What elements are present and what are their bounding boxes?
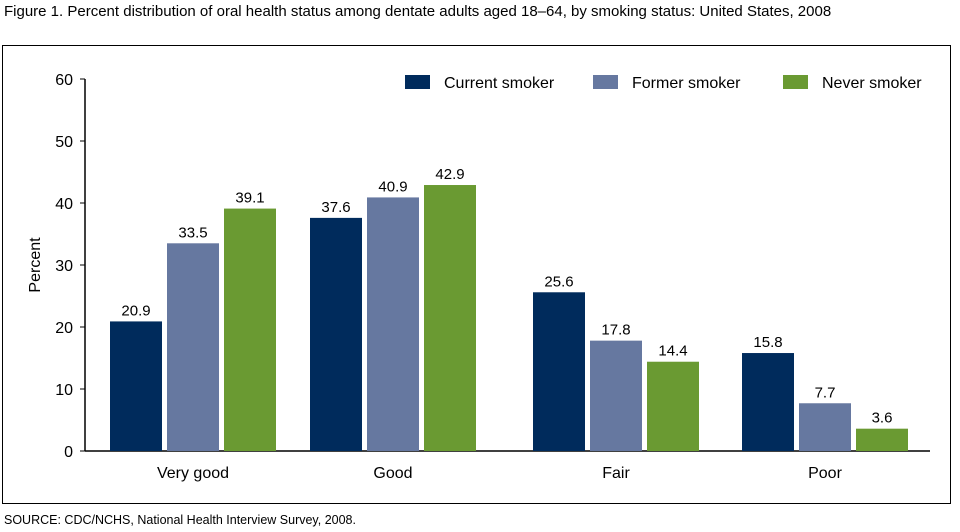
source-note: SOURCE: CDC/NCHS, National Health Interv… xyxy=(4,513,356,527)
legend-label: Never smoker xyxy=(822,75,922,92)
data-label: 7.7 xyxy=(815,384,836,401)
y-tick-label: 0 xyxy=(64,444,73,461)
legend-swatch xyxy=(783,75,808,89)
x-tick-label: Poor xyxy=(808,465,842,482)
data-label: 40.9 xyxy=(378,178,407,195)
y-tick-label: 10 xyxy=(55,382,73,399)
chart-title: Figure 1. Percent distribution of oral h… xyxy=(4,3,832,20)
data-label: 25.6 xyxy=(544,273,573,290)
data-label: 33.5 xyxy=(178,224,207,241)
x-tick-label: Good xyxy=(373,465,412,482)
legend-swatch xyxy=(593,75,618,89)
data-label: 37.6 xyxy=(321,199,350,216)
bar-former-smoker xyxy=(590,340,642,451)
bar-never-smoker xyxy=(224,208,276,451)
chart-frame xyxy=(2,45,951,504)
y-axis-label: Percent xyxy=(27,237,44,293)
data-label: 39.1 xyxy=(235,190,264,207)
legend-swatch xyxy=(405,75,430,89)
data-label: 42.9 xyxy=(435,166,464,183)
x-tick-label: Fair xyxy=(602,465,630,482)
bar-never-smoker xyxy=(424,185,476,451)
data-label: 15.8 xyxy=(753,334,782,351)
y-tick-label: 20 xyxy=(55,320,73,337)
y-tick-label: 60 xyxy=(55,72,73,89)
legend-label: Former smoker xyxy=(632,75,741,92)
legend-label: Current smoker xyxy=(444,75,555,92)
bar-current-smoker xyxy=(533,292,585,451)
data-label: 20.9 xyxy=(121,302,150,319)
bar-current-smoker xyxy=(742,353,794,451)
bar-current-smoker xyxy=(110,321,162,451)
bar-former-smoker xyxy=(799,403,851,451)
y-tick-label: 30 xyxy=(55,258,73,275)
x-tick-label: Very good xyxy=(157,465,229,482)
y-tick-label: 40 xyxy=(55,196,73,213)
data-label: 14.4 xyxy=(658,343,687,360)
bar-current-smoker xyxy=(310,217,362,451)
data-label: 3.6 xyxy=(872,410,893,427)
bar-never-smoker xyxy=(856,428,908,451)
data-label: 17.8 xyxy=(601,322,630,339)
y-tick-label: 50 xyxy=(55,134,73,151)
bar-former-smoker xyxy=(367,197,419,451)
bar-never-smoker xyxy=(647,361,699,451)
bar-former-smoker xyxy=(167,243,219,451)
